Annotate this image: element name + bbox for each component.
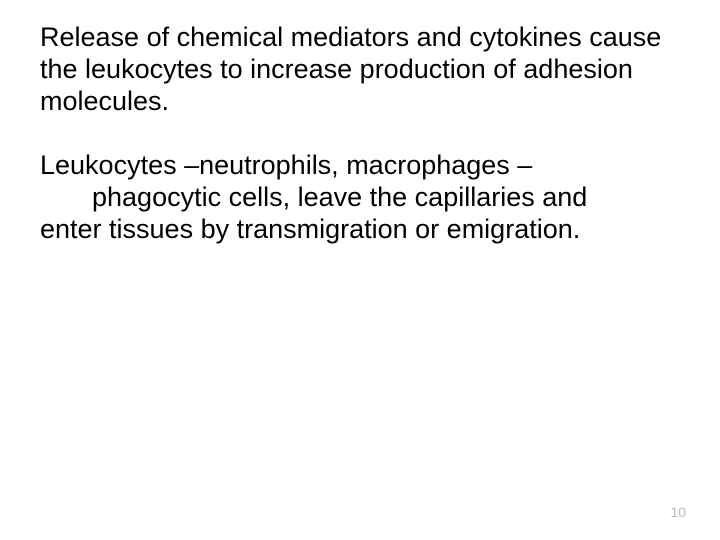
slide-body: Release of chemical mediators and cytoki… [0, 0, 720, 540]
paragraph-2-line-3: enter tissues by transmigration or emigr… [40, 214, 580, 244]
paragraph-2: Leukocytes –neutrophils, macrophages – p… [40, 150, 676, 246]
paragraph-2-line-1: Leukocytes –neutrophils, macrophages – [40, 150, 532, 180]
paragraph-1: Release of chemical mediators and cytoki… [40, 22, 676, 118]
paragraph-2-line-2: phagocytic cells, leave the capillaries … [92, 182, 587, 212]
page-number: 10 [670, 504, 686, 520]
